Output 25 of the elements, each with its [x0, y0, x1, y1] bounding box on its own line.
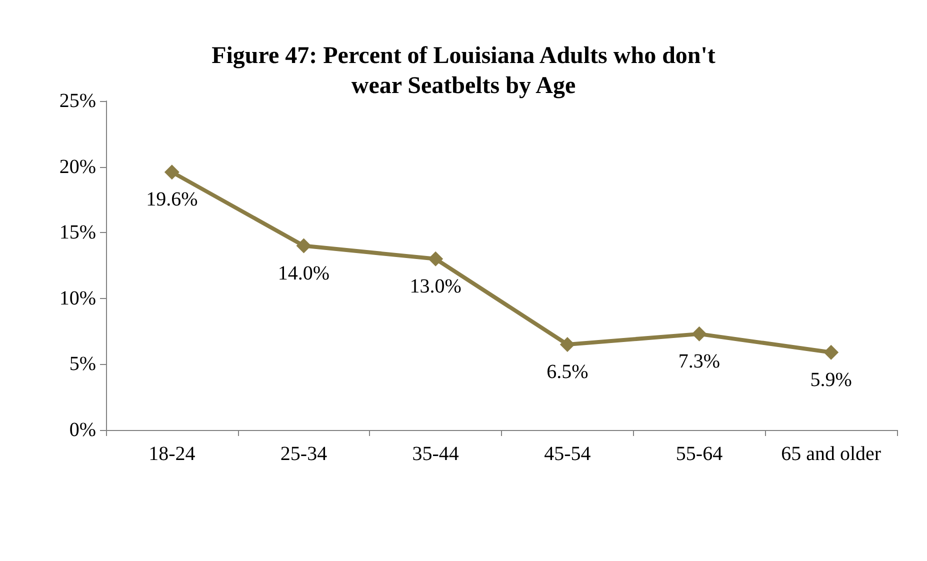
y-tick-label: 0%: [69, 419, 96, 441]
data-label: 6.5%: [546, 360, 588, 383]
data-label: 5.9%: [810, 368, 852, 391]
y-tick-label: 20%: [59, 156, 96, 178]
data-label: 14.0%: [278, 262, 330, 284]
x-tick-label: 45-54: [544, 443, 591, 465]
point: [560, 336, 575, 352]
point: [692, 326, 707, 342]
data-label: 7.3%: [678, 350, 720, 372]
point: [824, 344, 839, 360]
y-tick-label: 5%: [69, 353, 96, 376]
y-tick-label: 25%: [59, 90, 96, 112]
data-label: 13.0%: [410, 275, 462, 298]
data-label: 19.6%: [146, 188, 198, 211]
chart-title: Figure 47: Percent of Louisiana Adults who don't wear Seatbelts by Age: [212, 43, 716, 99]
point: [296, 238, 312, 254]
point: [428, 251, 444, 266]
x-tick-label: 55-64: [676, 443, 723, 465]
x-tick-label: 25-34: [280, 443, 328, 465]
y-tick-label: 10%: [59, 287, 96, 310]
point: [164, 164, 180, 180]
y-tick-label: 15%: [59, 222, 96, 244]
x-tick-label: 18-24: [148, 443, 196, 465]
x-tick-label: 65 and older: [781, 443, 882, 465]
x-tick-label: 35-44: [412, 443, 459, 465]
